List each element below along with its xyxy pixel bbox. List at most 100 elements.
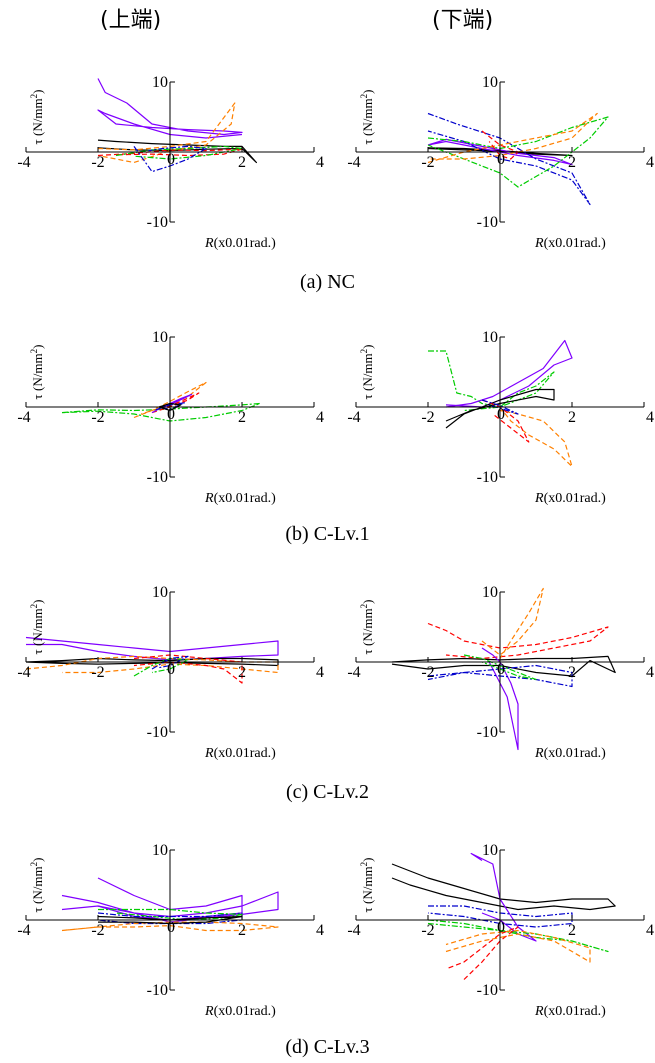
y-axis-label: τ (N/mm2) <box>359 345 375 400</box>
y-tick-label: 10 <box>152 74 168 91</box>
chart-panel-2: -4 -2 2 4 0 10 -10 τ (N/mm2) R(x0.01rad.) <box>17 329 324 506</box>
series-orange-line <box>25 655 279 674</box>
x-tick-label: -2 <box>91 154 104 171</box>
y-tick-label: -10 <box>477 469 498 486</box>
series-blue-line <box>481 399 519 415</box>
series-black-line <box>391 863 616 911</box>
y-axis-label: τ (N/mm2) <box>29 345 45 400</box>
column-header-top: (上端) <box>100 8 162 33</box>
series-green-line <box>61 402 261 422</box>
chart-panel-0: -4 -2 2 4 0 10 -10 τ (N/mm2) R(x0.01rad.) <box>17 74 324 251</box>
y-axis-label: τ (N/mm2) <box>359 90 375 145</box>
series-green-line <box>427 116 609 188</box>
y-tick-label: -10 <box>147 214 168 231</box>
x-tick-label: -2 <box>421 922 434 939</box>
x-tick-label: 2 <box>568 664 576 681</box>
x-tick-label: 4 <box>316 154 324 171</box>
y-tick-label: -10 <box>147 982 168 999</box>
series-green-line <box>427 919 609 953</box>
x-tick-label: 4 <box>646 922 654 939</box>
x-tick-label: 0 <box>167 406 175 423</box>
series-red-line <box>445 926 519 980</box>
series-blue-line <box>427 112 591 206</box>
caption-a: (a) NC <box>300 271 355 293</box>
x-tick-label: -4 <box>347 154 360 171</box>
series-purple-line <box>427 138 573 166</box>
x-tick-label: -2 <box>421 409 434 426</box>
x-tick-label: 4 <box>316 409 324 426</box>
series-green-line <box>463 654 537 681</box>
chart-panel-6: -4 -2 2 4 0 10 -10 τ (N/mm2) R(x0.01rad.) <box>17 842 324 1019</box>
series-blue-line <box>427 664 573 688</box>
y-tick-label: -10 <box>147 724 168 741</box>
x-axis-label: R(x0.01rad.) <box>534 491 606 506</box>
y-tick-label: 10 <box>152 329 168 346</box>
series-orange-line <box>133 381 207 419</box>
x-tick-label: 2 <box>238 922 246 939</box>
caption-c: (c) C-Lv.2 <box>285 781 370 803</box>
x-tick-label: -4 <box>347 922 360 939</box>
x-tick-label: 2 <box>568 409 576 426</box>
series-red-line <box>427 622 609 660</box>
series-red-line <box>481 399 530 443</box>
x-tick-label: 4 <box>646 409 654 426</box>
x-tick-label: 0 <box>167 919 175 936</box>
x-axis-label: R(x0.01rad.) <box>534 746 606 761</box>
x-tick-label: -4 <box>17 409 30 426</box>
series-blue-line <box>133 145 207 173</box>
x-tick-label: 4 <box>316 664 324 681</box>
x-tick-label: -2 <box>91 409 104 426</box>
chart-panel-3: -4 -2 2 4 0 10 -10 τ (N/mm2) R(x0.01rad.) <box>347 329 654 506</box>
caption-d: (d) C-Lv.3 <box>285 1036 370 1058</box>
x-tick-label: -4 <box>347 664 360 681</box>
y-tick-label: -10 <box>477 724 498 741</box>
x-tick-label: 4 <box>646 664 654 681</box>
y-tick-label: 10 <box>482 329 498 346</box>
y-tick-label: 10 <box>152 584 168 601</box>
x-tick-label: 4 <box>316 922 324 939</box>
series-purple-line <box>481 647 519 751</box>
series-green-line <box>133 657 189 677</box>
chart-panel-4: -4 -2 2 4 0 10 -10 τ (N/mm2) R(x0.01rad.) <box>17 584 324 761</box>
series-orange-line <box>481 587 544 659</box>
x-tick-label: 0 <box>167 661 175 678</box>
y-tick-label: 10 <box>482 584 498 601</box>
series-orange-line <box>427 112 598 164</box>
x-tick-label: 2 <box>238 154 246 171</box>
series-blue-line <box>155 402 185 411</box>
x-tick-label: 4 <box>646 154 654 171</box>
x-tick-label: 0 <box>497 661 505 678</box>
x-tick-label: 2 <box>568 154 576 171</box>
series-green-line <box>428 350 555 412</box>
x-tick-label: -4 <box>347 409 360 426</box>
x-tick-label: 0 <box>497 151 505 168</box>
x-axis-label: R(x0.01rad.) <box>534 1004 606 1019</box>
x-axis-label: R(x0.01rad.) <box>204 491 276 506</box>
x-tick-label: -2 <box>421 664 434 681</box>
y-axis-label: τ (N/mm2) <box>359 600 375 655</box>
x-axis-label: R(x0.01rad.) <box>204 746 276 761</box>
series-black-line <box>391 655 616 677</box>
series-purple-line <box>61 891 279 923</box>
y-axis-label: τ (N/mm2) <box>29 858 45 913</box>
x-tick-label: 0 <box>167 151 175 168</box>
x-tick-label: -2 <box>91 664 104 681</box>
y-tick-label: -10 <box>477 982 498 999</box>
x-tick-label: 0 <box>497 919 505 936</box>
x-axis-label: R(x0.01rad.) <box>534 236 606 251</box>
series-orange-line <box>499 406 573 468</box>
x-tick-label: -2 <box>91 922 104 939</box>
x-tick-label: 2 <box>568 922 576 939</box>
x-tick-label: 2 <box>238 664 246 681</box>
series-orange-line <box>97 102 236 164</box>
caption-b: (b) C-Lv.1 <box>285 523 370 545</box>
x-tick-label: -4 <box>17 154 30 171</box>
chart-panel-7: -4 -2 2 4 0 10 -10 τ (N/mm2) R(x0.01rad.) <box>347 842 654 1019</box>
series-purple-line <box>97 877 243 921</box>
series-green-line <box>98 908 243 921</box>
y-tick-label: -10 <box>477 214 498 231</box>
series-black-line <box>25 657 279 667</box>
y-tick-label: 10 <box>482 842 498 859</box>
y-tick-label: 10 <box>152 842 168 859</box>
series-red-line <box>481 130 519 160</box>
